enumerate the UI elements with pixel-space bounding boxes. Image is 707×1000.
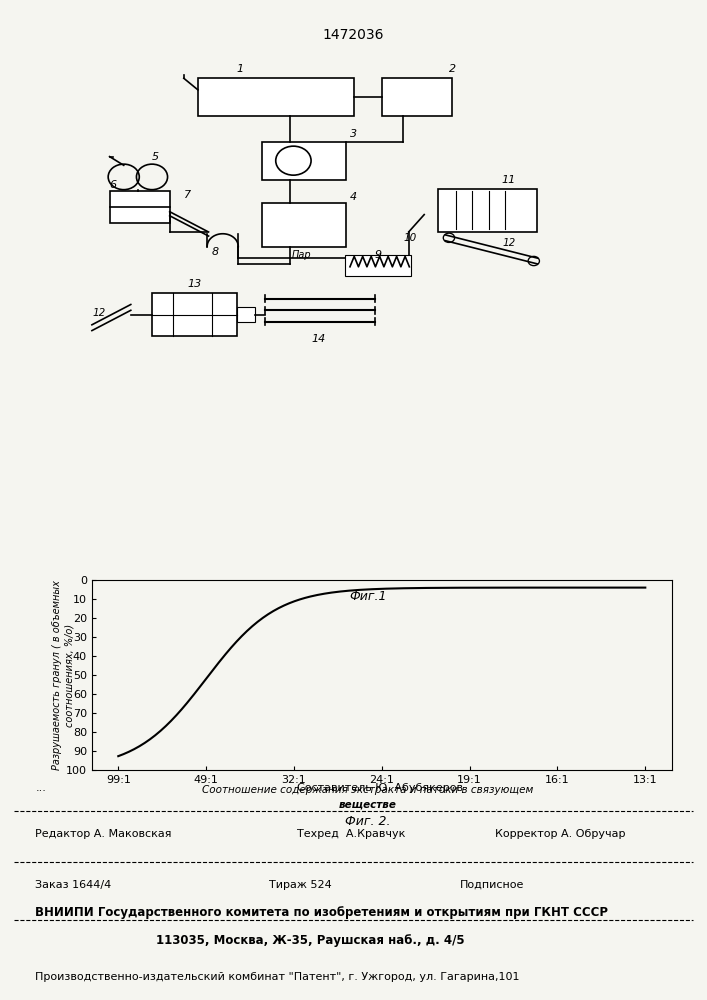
Y-axis label: Разрушаемость гранул ( в объемных
соотношениях, %/о): Разрушаемость гранул ( в объемных соотно…: [52, 580, 74, 770]
Text: 1472036: 1472036: [323, 28, 384, 42]
Bar: [382, 78, 452, 116]
Text: Подписное: Подписное: [460, 880, 524, 890]
Text: Производственно-издательский комбинат "Патент", г. Ужгород, ул. Гагарина,101: Производственно-издательский комбинат "П…: [35, 972, 520, 982]
Text: 1: 1: [237, 64, 244, 75]
Text: 13: 13: [187, 279, 201, 289]
Bar: [262, 142, 346, 180]
Text: 7: 7: [184, 190, 191, 200]
Text: Пар: Пар: [291, 250, 311, 260]
Text: 9: 9: [375, 250, 382, 260]
Text: Редактор А. Маковская: Редактор А. Маковская: [35, 829, 172, 839]
Text: 10: 10: [404, 233, 416, 243]
Text: 113035, Москва, Ж-35, Раушская наб., д. 4/5: 113035, Москва, Ж-35, Раушская наб., д. …: [156, 934, 464, 947]
Text: 4: 4: [350, 192, 357, 202]
Bar: [198, 78, 354, 116]
Text: Корректор А. Обручар: Корректор А. Обручар: [495, 829, 626, 839]
Text: 14: 14: [311, 334, 325, 344]
Text: Фиг. 2.: Фиг. 2.: [345, 815, 390, 828]
Text: 2: 2: [449, 64, 456, 75]
Text: Фиг.1: Фиг.1: [349, 590, 387, 603]
Text: Тираж 524: Тираж 524: [269, 880, 332, 890]
Text: Соотношение содержания экстракта и патоки в связующем: Соотношение содержания экстракта и паток…: [202, 785, 533, 795]
Text: 12: 12: [93, 308, 105, 318]
Text: 12: 12: [503, 238, 515, 248]
Text: Техред  А.Кравчук: Техред А.Кравчук: [297, 829, 405, 839]
Text: 11: 11: [502, 175, 516, 185]
Text: ВНИИПИ Государственного комитета по изобретениям и открытиям при ГКНТ СССР: ВНИИПИ Государственного комитета по изоб…: [35, 906, 608, 919]
Text: 8: 8: [212, 247, 219, 257]
Text: ...: ...: [35, 783, 46, 793]
Bar: [237, 307, 255, 322]
Text: Заказ 1644/4: Заказ 1644/4: [35, 880, 112, 890]
Text: 6: 6: [110, 180, 117, 190]
Text: веществе: веществе: [339, 800, 397, 810]
Text: Составитель Ю. Абубякеров: Составитель Ю. Абубякеров: [297, 783, 463, 793]
Bar: [110, 191, 170, 223]
Bar: [345, 255, 411, 275]
Bar: [438, 188, 537, 232]
Bar: [152, 293, 237, 336]
Text: 5: 5: [152, 151, 159, 161]
Bar: [262, 203, 346, 246]
Text: 3: 3: [350, 129, 357, 139]
